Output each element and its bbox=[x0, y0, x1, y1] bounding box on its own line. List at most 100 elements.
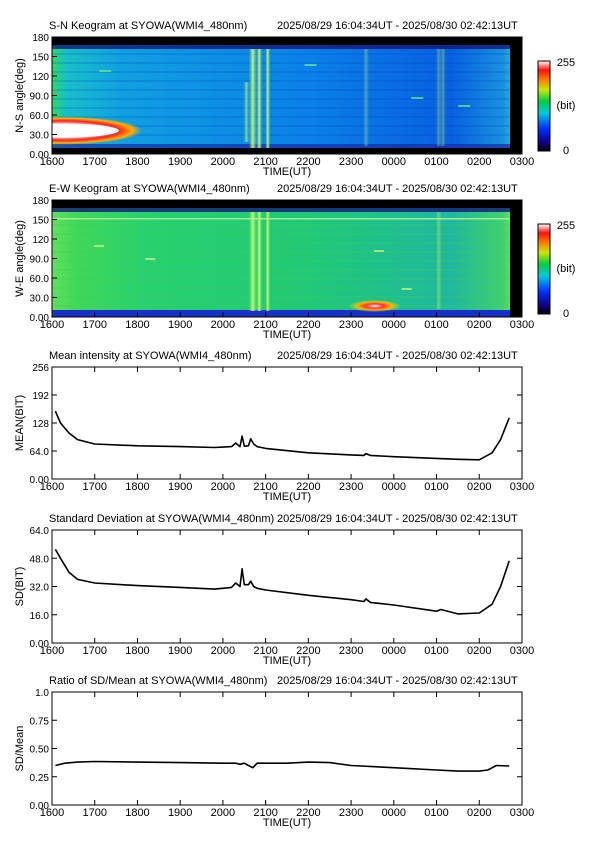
x-tick-label: 0200 bbox=[467, 807, 491, 819]
y-tick-label: 0.00 bbox=[30, 639, 50, 650]
y-tick-label: 60.0 bbox=[30, 111, 50, 122]
plot-frame bbox=[51, 366, 523, 480]
x-tick-label: 2200 bbox=[296, 319, 320, 331]
y-tick-label: 0.25 bbox=[30, 773, 50, 784]
x-tick-label: 2000 bbox=[211, 319, 235, 331]
colorbar-unit-label: (bit) bbox=[557, 100, 576, 112]
x-tick-label: 0000 bbox=[382, 481, 406, 493]
y-tick-label: 0.00 bbox=[30, 150, 50, 161]
y-tick-label: 90.0 bbox=[30, 255, 50, 266]
x-tick-label: 0000 bbox=[382, 319, 406, 331]
y-tick-label: 192 bbox=[32, 391, 49, 402]
x-tick-label: 0200 bbox=[467, 645, 491, 657]
colorbar-min-label: 0 bbox=[563, 308, 569, 320]
x-tick-label: 2200 bbox=[296, 481, 320, 493]
x-tick-label: 1900 bbox=[168, 319, 192, 331]
x-tick-label: 2000 bbox=[211, 645, 235, 657]
y-tick-label: 60.0 bbox=[30, 274, 50, 285]
x-tick-label: 1700 bbox=[82, 645, 106, 657]
y-tick-label: 30.0 bbox=[30, 131, 50, 142]
y-tick-label: 120 bbox=[32, 235, 49, 246]
y-axis-label: MEAN(BIT) bbox=[14, 395, 26, 451]
panel-1: S-N Keogram at SYOWA(WMI4_480nm) 2025/08/… bbox=[14, 20, 576, 178]
x-tick-label: 2200 bbox=[296, 807, 320, 819]
x-tick-label: 2200 bbox=[296, 156, 320, 168]
y-tick-label: 1.0 bbox=[35, 688, 49, 699]
y-tick-label: 48.0 bbox=[30, 554, 50, 565]
y-axis-label: W-E angle(deg) bbox=[14, 220, 26, 297]
x-tick-label: 0300 bbox=[510, 807, 534, 819]
colorbar-max-label: 255 bbox=[557, 57, 575, 69]
series-line bbox=[54, 549, 510, 615]
y-tick-label: 0.75 bbox=[30, 716, 50, 727]
panel-title: Mean intensity at SYOWA(WMI4_480nm) bbox=[49, 350, 252, 362]
panel-time-range: 2025/08/29 16:04:34UT - 2025/08/30 02:42… bbox=[277, 20, 518, 32]
x-tick-label: 0300 bbox=[510, 481, 534, 493]
x-tick-label: 2100 bbox=[253, 645, 277, 657]
y-tick-label: 90.0 bbox=[30, 92, 50, 103]
y-tick-label: 64.0 bbox=[30, 447, 50, 458]
panel-title: Standard Deviation at SYOWA(WMI4_480nm) bbox=[49, 513, 274, 525]
panel-time-range: 2025/08/29 16:04:34UT - 2025/08/30 02:42… bbox=[277, 183, 518, 195]
colorbar: 255 (bit) 0 bbox=[537, 57, 576, 157]
x-tick-label: 1800 bbox=[125, 481, 149, 493]
x-tick-label: 0100 bbox=[424, 807, 448, 819]
panel-2: E-W Keogram at SYOWA(WMI4_480nm) 2025/08/… bbox=[14, 183, 575, 341]
y-tick-label: 180 bbox=[32, 33, 49, 44]
x-tick-label: 2300 bbox=[339, 481, 363, 493]
panel-time-range: 2025/08/29 16:04:34UT - 2025/08/30 02:42… bbox=[277, 350, 518, 362]
colorbar-unit-label: (bit) bbox=[557, 263, 576, 275]
x-tick-label: 0100 bbox=[424, 156, 448, 168]
x-axis-label: TIME(UT) bbox=[263, 655, 311, 667]
y-axis-label: N-S angle(deg) bbox=[14, 58, 26, 133]
x-tick-label: 0100 bbox=[424, 481, 448, 493]
y-tick-label: 150 bbox=[32, 53, 49, 64]
y-axis-label: SD/Mean bbox=[14, 726, 26, 772]
x-tick-label: 0200 bbox=[467, 156, 491, 168]
panel-5: Ratio of SD/Mean at SYOWA(WMI4_480nm) 202… bbox=[14, 675, 534, 829]
y-tick-label: 0.50 bbox=[30, 745, 50, 756]
x-tick-label: 0300 bbox=[510, 319, 534, 331]
x-tick-label: 2100 bbox=[253, 156, 277, 168]
x-tick-label: 1700 bbox=[82, 481, 106, 493]
aurora-blob bbox=[348, 300, 401, 312]
y-tick-label: 0.00 bbox=[30, 313, 50, 324]
x-tick-label: 0100 bbox=[424, 645, 448, 657]
y-tick-label: 64.0 bbox=[30, 526, 50, 537]
x-tick-label: 2000 bbox=[211, 156, 235, 168]
x-tick-label: 1600 bbox=[40, 319, 64, 331]
panel-time-range: 2025/08/29 16:04:34UT - 2025/08/30 02:42… bbox=[277, 513, 518, 525]
x-tick-label: 2300 bbox=[339, 319, 363, 331]
x-tick-label: 2100 bbox=[253, 319, 277, 331]
series-line bbox=[55, 760, 510, 772]
x-tick-label: 0300 bbox=[510, 156, 534, 168]
y-tick-label: 0.00 bbox=[30, 475, 50, 486]
x-tick-label: 1800 bbox=[125, 319, 149, 331]
y-tick-label: 30.0 bbox=[30, 294, 50, 305]
colorbar-max-label: 255 bbox=[557, 220, 575, 232]
keogram-image bbox=[52, 200, 522, 317]
x-tick-label: 1800 bbox=[125, 807, 149, 819]
colorbar-min-label: 0 bbox=[563, 145, 569, 157]
x-tick-label: 0000 bbox=[382, 807, 406, 819]
x-tick-label: 1600 bbox=[40, 156, 64, 168]
x-tick-label: 0200 bbox=[467, 481, 491, 493]
x-tick-label: 2300 bbox=[339, 807, 363, 819]
x-tick-label: 1900 bbox=[168, 481, 192, 493]
x-axis-label: TIME(UT) bbox=[263, 329, 311, 341]
x-tick-label: 2100 bbox=[253, 807, 277, 819]
y-tick-label: 180 bbox=[32, 196, 49, 207]
y-tick-label: 0.00 bbox=[30, 801, 50, 812]
y-tick-label: 120 bbox=[32, 72, 49, 83]
x-tick-label: 1700 bbox=[82, 319, 106, 331]
panel-3: Mean intensity at SYOWA(WMI4_480nm) 2025/… bbox=[14, 350, 534, 503]
x-tick-label: 2000 bbox=[211, 481, 235, 493]
x-tick-label: 2200 bbox=[296, 645, 320, 657]
y-tick-label: 128 bbox=[32, 419, 49, 430]
x-tick-label: 1900 bbox=[168, 645, 192, 657]
series-line bbox=[54, 410, 510, 461]
x-tick-label: 1700 bbox=[82, 807, 106, 819]
y-tick-label: 256 bbox=[32, 363, 49, 374]
y-axis-label: SD(BIT) bbox=[14, 567, 26, 607]
